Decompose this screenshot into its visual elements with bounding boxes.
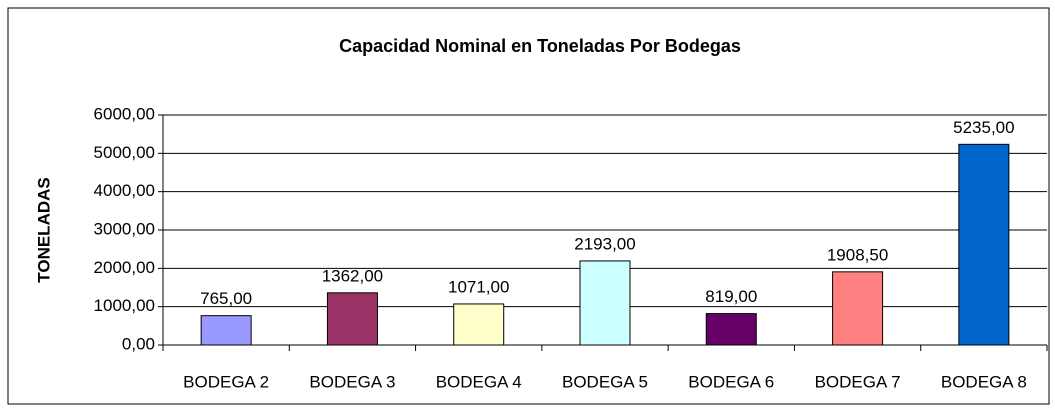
- x-tick-label: BODEGA 8: [941, 372, 1027, 391]
- y-tick-label: 4000,00: [94, 181, 155, 200]
- y-tick-label: 6000,00: [94, 104, 155, 123]
- x-tick-label: BODEGA 5: [562, 372, 648, 391]
- chart-title: Capacidad Nominal en Toneladas Por Bodeg…: [339, 36, 741, 56]
- y-tick-label: 1000,00: [94, 296, 155, 315]
- bar: [705, 313, 757, 346]
- value-label: 2193,00: [574, 234, 635, 253]
- value-label: 1071,00: [448, 277, 509, 296]
- x-tick-label: BODEGA 6: [688, 372, 774, 391]
- y-tick-label: 2000,00: [94, 258, 155, 277]
- y-axis-label: TONELADAS: [34, 177, 53, 282]
- value-label: 1362,00: [322, 266, 383, 285]
- x-tick-label: BODEGA 4: [436, 372, 522, 391]
- y-tick-label: 5000,00: [94, 143, 155, 162]
- y-tick-label: 0,00: [122, 334, 155, 353]
- bar: [579, 260, 631, 346]
- y-tick-label: 3000,00: [94, 219, 155, 238]
- value-label: 5235,00: [953, 118, 1014, 137]
- bar: [326, 292, 378, 346]
- bar: [453, 303, 505, 346]
- value-label: 1908,50: [827, 245, 888, 264]
- bar: [200, 315, 252, 346]
- x-tick-label: BODEGA 7: [815, 372, 901, 391]
- x-tick-label: BODEGA 2: [183, 372, 269, 391]
- x-tick-label: BODEGA 3: [309, 372, 395, 391]
- bar: [832, 271, 884, 346]
- bar: [958, 143, 1010, 346]
- value-label: 765,00: [200, 289, 252, 308]
- value-label: 819,00: [705, 287, 757, 306]
